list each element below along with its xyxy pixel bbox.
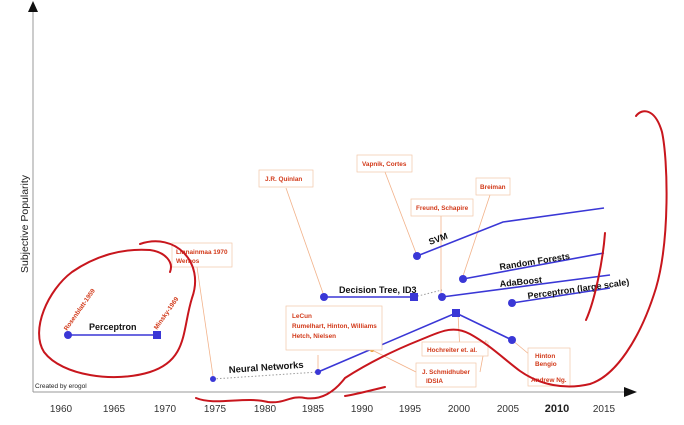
dotted-connector xyxy=(212,371,319,380)
marker-dot xyxy=(64,331,72,339)
hetch-annotation: Hetch, Nielsen xyxy=(292,333,336,340)
andrew-ng-annotation: Andrew Ng. xyxy=(531,377,567,384)
marker-dot xyxy=(438,293,446,301)
x-tick-label: 1980 xyxy=(254,404,277,415)
y-axis-label: Subjective Popularity xyxy=(19,174,31,273)
sketch-oval xyxy=(38,240,197,379)
svm-line xyxy=(416,207,605,257)
x-ticks: 1960 1965 1970 1975 1980 1985 1990 1995 … xyxy=(50,403,616,415)
annotation-box xyxy=(285,305,383,351)
annotation-box xyxy=(415,362,477,388)
hochreiter-annotation: Hochreiter et. al. xyxy=(427,347,477,354)
x-tick-label: 1990 xyxy=(351,404,374,415)
vapnik-annotation: Vapnik, Cortes xyxy=(362,161,407,168)
dotted-connectors xyxy=(212,289,443,380)
annotation-box xyxy=(410,198,474,217)
x-tick-label: 2000 xyxy=(448,404,471,415)
x-tick-label: 2015 xyxy=(593,404,616,415)
random-forests-line xyxy=(462,252,605,280)
y-axis-arrow-icon xyxy=(28,1,38,12)
x-tick-label: 1985 xyxy=(302,404,325,415)
x-tick-label: 1960 xyxy=(50,404,73,415)
marker-square xyxy=(452,309,460,317)
leader-line xyxy=(462,194,491,277)
marker-dot xyxy=(315,369,321,375)
linnainmaa-annotation: Linnainmaa 1970 xyxy=(176,249,228,256)
marker-dot xyxy=(413,252,421,260)
quinlan-annotation: J.R. Quinlan xyxy=(265,176,302,183)
minsky-annotation: Minsky-1969 xyxy=(153,296,181,332)
adaboost-label: AdaBoost xyxy=(499,275,542,289)
annotation-boxes xyxy=(171,154,571,388)
series-lines xyxy=(68,207,611,373)
sketch-stroke xyxy=(344,386,386,397)
random-forests-label: Random Forests xyxy=(499,251,571,272)
marker-dot xyxy=(459,275,467,283)
bengio-annotation: Bengio xyxy=(535,361,557,368)
dotted-connector xyxy=(413,289,443,298)
x-tick-label: 1975 xyxy=(204,404,227,415)
neural-networks-label: Neural Networks xyxy=(228,360,304,376)
freund-annotation: Freund, Schapire xyxy=(416,205,469,212)
x-tick-label: 2005 xyxy=(497,404,520,415)
leader-line xyxy=(196,266,214,377)
rumelhart-annotation: Rumelhart, Hinton, Williams xyxy=(292,323,377,330)
lecun-annotation: LeCun xyxy=(292,313,312,320)
perceptron-label: Perceptron xyxy=(89,322,137,332)
annotation-box xyxy=(258,169,314,188)
x-tick-label: 1970 xyxy=(154,404,177,415)
decision-tree-label: Decision Tree, ID3 xyxy=(339,285,417,295)
perceptron-large-label: Perceptron (large scale) xyxy=(527,277,630,301)
marker-dot xyxy=(320,293,328,301)
idsia-annotation: IDSIA xyxy=(426,378,443,385)
annotation-box xyxy=(356,154,413,173)
annotation-box xyxy=(475,177,511,196)
marker-dot xyxy=(210,376,216,382)
werbos-annotation: Werbos xyxy=(176,258,200,265)
hand-drawn-sketch xyxy=(38,110,668,404)
marker-dot xyxy=(508,336,516,344)
perceptron-large-line xyxy=(511,287,611,304)
annotation-box xyxy=(171,242,233,268)
breiman-annotation: Breiman xyxy=(480,184,506,191)
marker-square xyxy=(410,293,418,301)
marker-dot xyxy=(508,299,516,307)
sketch-stroke xyxy=(585,232,606,321)
x-tick-label: 1995 xyxy=(399,404,422,415)
x-tick-label: 2010 xyxy=(545,403,569,415)
x-tick-label: 1965 xyxy=(103,404,126,415)
x-axis-arrow-icon xyxy=(624,387,637,397)
leader-line xyxy=(285,187,325,297)
schmidhuber-annotation: J. Schmidhuber xyxy=(422,369,470,376)
hinton-annotation: Hinton xyxy=(535,353,555,360)
adaboost-line xyxy=(441,274,611,298)
leader-line xyxy=(384,171,417,254)
annotation-box xyxy=(421,341,489,357)
marker-square xyxy=(153,331,161,339)
leader-line xyxy=(371,349,417,373)
sketch-curve xyxy=(195,110,668,404)
credit-text: Created by erogol xyxy=(35,383,87,390)
